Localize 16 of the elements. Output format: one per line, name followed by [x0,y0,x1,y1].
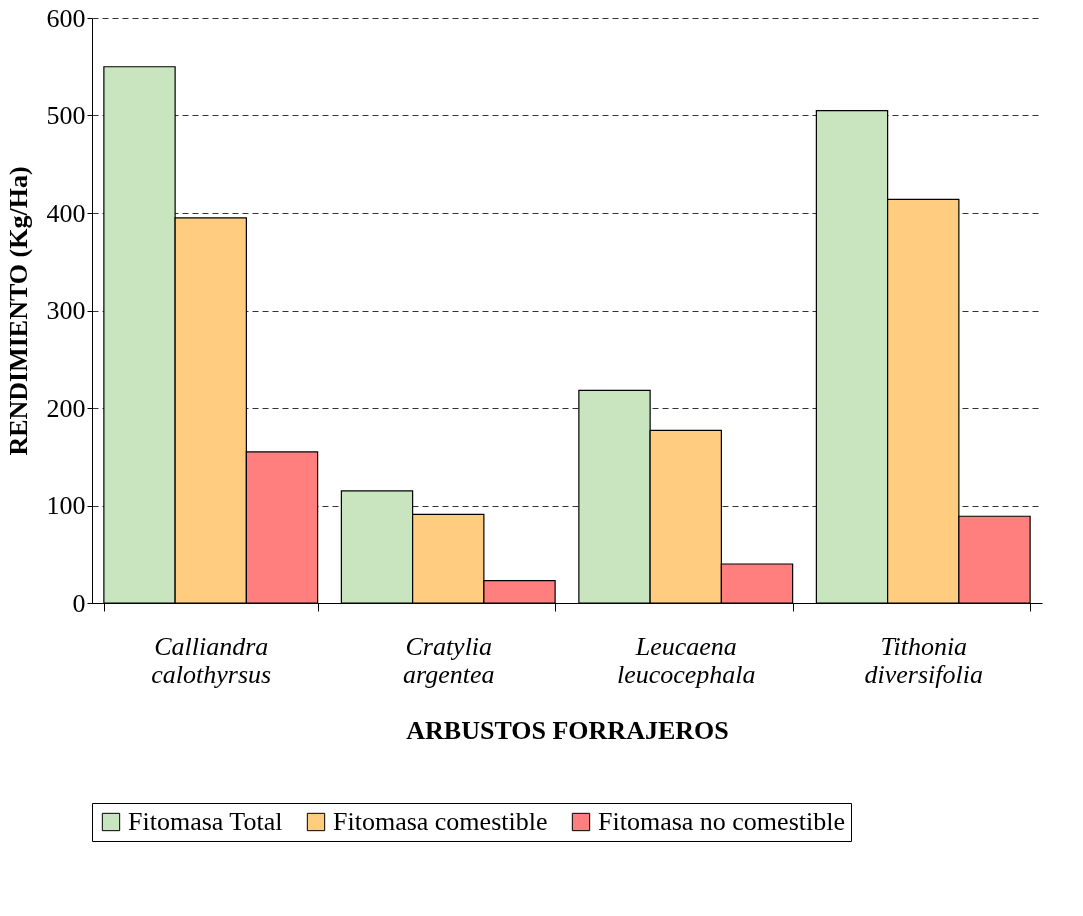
y-tick-label: 0 [72,588,86,618]
y-tick-label: 300 [46,296,86,325]
y-tick-label: 400 [46,198,86,228]
x-tick-label: Cratylia argentea [403,631,495,689]
legend-label: Fitomasa Total [128,807,283,836]
y-tick-label: 500 [46,101,86,130]
legend-label: Fitomasa comestible [333,807,548,836]
x-tick-label: Calliandra calothyrsus [151,631,272,689]
x-axis-title: ARBUSTOS FORRAJEROS [406,715,729,745]
legend-label: Fitomasa no comestible [598,807,845,836]
x-tick-label: Leucaena leucocephala [616,631,756,689]
y-tick-label: 600 [46,3,86,33]
y-tick-label: 200 [46,393,86,423]
y-axis-title: RENDIMIENTO (Kg/Ha) [3,166,33,456]
y-tick-label: 100 [46,491,86,520]
x-tick-label: Tithonia diversifolia [864,631,983,689]
